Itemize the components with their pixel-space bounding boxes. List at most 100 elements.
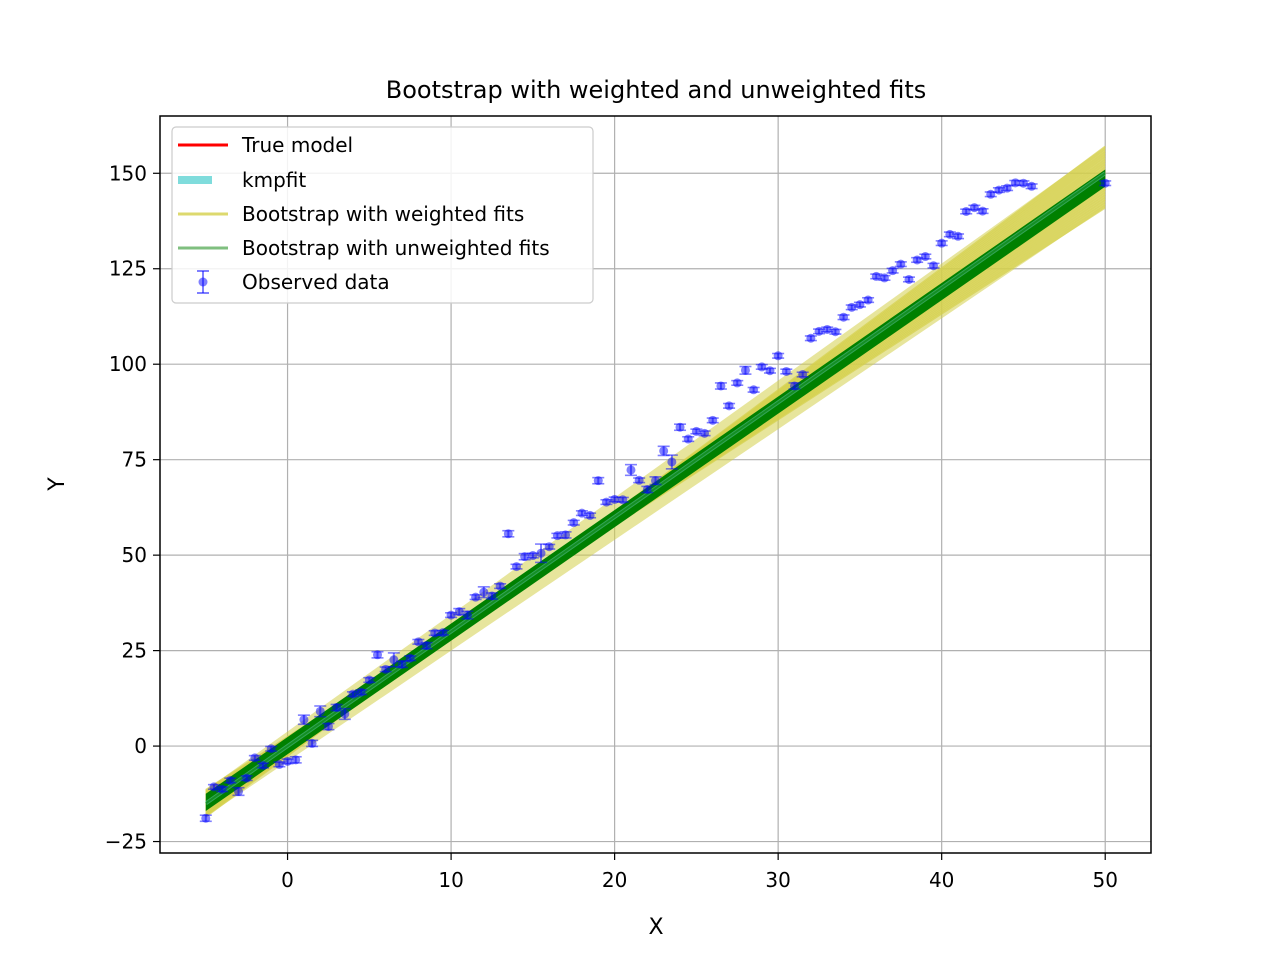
y-tick-label: 125 xyxy=(109,257,147,281)
plot-frame xyxy=(159,115,1152,854)
x-tick-label: 10 xyxy=(438,868,463,892)
x-tick-label: 40 xyxy=(929,868,954,892)
observed-data-point xyxy=(1017,178,1030,188)
observed-data-point xyxy=(829,327,842,337)
x-tick-label: 50 xyxy=(1092,868,1117,892)
legend-label-observed: Observed data xyxy=(242,270,390,294)
observed-data-point xyxy=(894,259,907,269)
observed-data-point xyxy=(804,333,817,343)
observed-data-point xyxy=(567,518,580,528)
y-tick-label: 100 xyxy=(109,352,147,376)
observed-data-point xyxy=(649,476,662,486)
observed-data-point xyxy=(543,542,556,552)
y-tick-label: 75 xyxy=(122,448,147,472)
true-model-line xyxy=(205,172,1106,805)
observed-data-point xyxy=(232,786,245,797)
observed-data-point xyxy=(436,628,449,638)
observed-data-point xyxy=(968,203,981,213)
x-tick-label: 30 xyxy=(765,868,790,892)
observed-data-point xyxy=(297,714,310,726)
observed-data-point xyxy=(248,753,261,763)
observed-data-point xyxy=(927,261,940,271)
observed-data-point xyxy=(780,366,793,376)
observed-data-point xyxy=(633,475,646,485)
chart-title: Bootstrap with weighted and unweighted f… xyxy=(386,76,926,104)
observed-data-point xyxy=(518,552,531,562)
observed-data-point xyxy=(265,744,278,754)
observed-data-point xyxy=(739,365,752,375)
observed-data-point xyxy=(289,755,302,765)
observed-data-point xyxy=(919,252,932,262)
x-axis-label: X xyxy=(648,915,663,940)
observed-data-point xyxy=(338,707,351,721)
observed-data-point xyxy=(723,401,736,411)
observed-data-point xyxy=(641,484,654,494)
observed-data-point xyxy=(257,761,270,771)
observed-data-point xyxy=(199,813,212,823)
observed-data-point xyxy=(1099,178,1112,188)
observed-data-point xyxy=(624,463,637,477)
observed-data-point xyxy=(559,530,572,540)
observed-data-point xyxy=(216,784,229,794)
observed-data-point xyxy=(796,370,809,380)
observed-data-point xyxy=(502,529,515,539)
observed-data-point xyxy=(976,206,989,216)
observed-data-point xyxy=(363,675,376,685)
observed-data-point xyxy=(682,434,695,444)
observed-data-point xyxy=(445,610,458,620)
observed-data-point xyxy=(616,495,629,505)
observed-data-point xyxy=(952,231,965,241)
observed-data-point xyxy=(747,385,760,395)
observed-data-point xyxy=(657,445,670,457)
legend-frame xyxy=(171,126,594,304)
observed-data-point xyxy=(886,266,899,276)
observed-data-point xyxy=(902,274,915,284)
observed-data-point xyxy=(575,508,588,518)
observed-data-point xyxy=(314,705,327,718)
observed-data-point xyxy=(306,738,319,748)
observed-data-point xyxy=(714,381,727,391)
y-axis-label: Y xyxy=(45,477,70,492)
observed-data-point xyxy=(674,422,687,432)
observed-data-point xyxy=(878,273,891,283)
observed-data-point xyxy=(485,591,498,601)
observed-data-point xyxy=(690,426,703,436)
observed-data-point xyxy=(494,581,507,591)
observed-data-point xyxy=(665,454,678,470)
axis-ticks: 0 10 20 30 40 50 −25 0 25 50 75 100 125 150 xyxy=(105,161,1118,892)
y-tick-label: 0 xyxy=(134,734,147,758)
observed-data-point xyxy=(420,641,433,651)
observed-data-point xyxy=(510,562,523,572)
observed-data-point xyxy=(772,351,785,361)
observed-data-point xyxy=(330,703,343,713)
observed-data-point xyxy=(698,428,711,438)
legend-swatch-observed xyxy=(197,270,209,294)
legend-label-kmpfit: kmpfit xyxy=(242,168,306,192)
observed-data-point xyxy=(763,366,776,376)
observed-data-point xyxy=(788,381,801,391)
x-tick-label: 20 xyxy=(602,868,627,892)
observed-data-point xyxy=(453,607,466,617)
observed-data-point xyxy=(837,312,850,322)
observed-data-point xyxy=(592,476,605,486)
observed-data-point xyxy=(731,378,744,388)
observed-data-point xyxy=(355,687,368,697)
y-tick-label: 150 xyxy=(109,161,147,185)
observed-data-point xyxy=(1025,181,1038,191)
legend-label-true-model: True model xyxy=(241,133,353,157)
x-tick-label: 0 xyxy=(281,868,294,892)
observed-data-point xyxy=(584,510,597,520)
observed-data-point xyxy=(600,497,613,507)
observed-data-point xyxy=(477,586,490,599)
y-tick-label: 50 xyxy=(122,543,147,567)
y-tick-label: −25 xyxy=(105,830,147,854)
observed-data-point xyxy=(240,773,253,783)
observed-data-point xyxy=(706,415,719,425)
observed-data-point xyxy=(469,592,482,602)
y-tick-label: 25 xyxy=(122,639,147,663)
observed-data-point xyxy=(935,238,948,248)
observed-data-point xyxy=(371,650,384,660)
legend: True model kmpfit Bootstrap with weighte… xyxy=(171,126,594,304)
legend-label-unweighted: Bootstrap with unweighted fits xyxy=(242,236,550,260)
